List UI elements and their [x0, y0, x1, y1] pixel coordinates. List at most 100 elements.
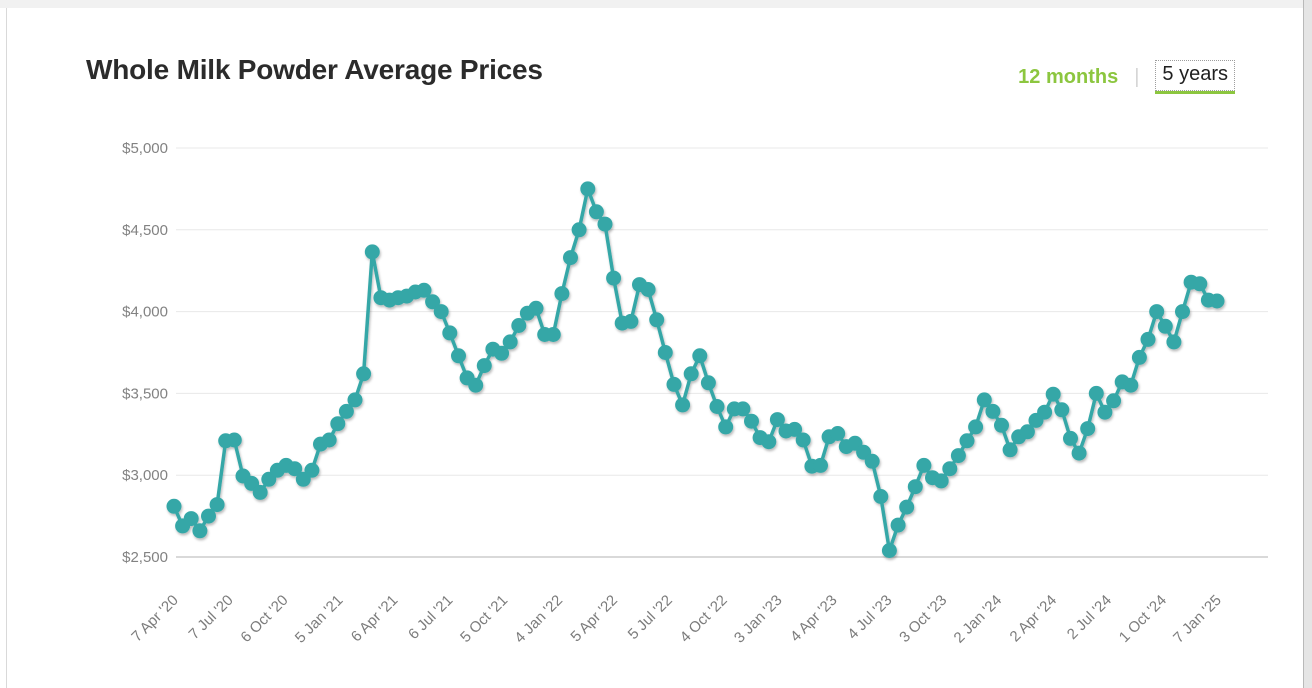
data-point[interactable] — [830, 426, 846, 441]
data-point[interactable] — [718, 419, 734, 435]
data-point[interactable] — [1063, 430, 1078, 446]
data-point[interactable] — [468, 377, 484, 393]
tab-5-years-underline[interactable]: 5 years — [1155, 60, 1235, 94]
data-point[interactable] — [666, 376, 682, 392]
data-point[interactable] — [192, 523, 208, 539]
data-point[interactable] — [511, 318, 527, 333]
data-point[interactable] — [942, 461, 958, 477]
data-point[interactable] — [1054, 402, 1070, 418]
x-axis-label: 3 Oct '23 — [896, 592, 950, 646]
data-point[interactable] — [1045, 386, 1061, 402]
data-point[interactable] — [1131, 349, 1147, 365]
data-point[interactable] — [976, 392, 992, 408]
data-point[interactable] — [683, 366, 699, 382]
x-axis-label: 3 Jan '23 — [731, 592, 786, 647]
x-axis-label: 4 Apr '23 — [787, 592, 841, 646]
data-point[interactable] — [330, 416, 346, 432]
page-title: Whole Milk Powder Average Prices — [86, 54, 543, 85]
price-series — [166, 181, 1225, 558]
data-point[interactable] — [985, 403, 1001, 419]
data-point[interactable] — [1019, 424, 1035, 440]
data-point[interactable] — [528, 300, 544, 316]
data-point[interactable] — [873, 489, 889, 504]
data-point[interactable] — [1140, 331, 1156, 347]
x-axis-label: 6 Oct '20 — [237, 592, 291, 646]
data-point[interactable] — [916, 457, 932, 473]
x-axis-label: 6 Jul '21 — [405, 592, 456, 643]
data-point[interactable] — [252, 484, 268, 500]
data-point[interactable] — [226, 432, 242, 448]
data-point[interactable] — [657, 345, 673, 360]
data-point[interactable] — [899, 499, 915, 515]
data-point[interactable] — [795, 432, 811, 448]
data-point[interactable] — [994, 417, 1009, 433]
data-point[interactable] — [209, 497, 225, 513]
data-point[interactable] — [1071, 445, 1087, 461]
data-point[interactable] — [364, 244, 380, 260]
data-point[interactable] — [502, 334, 518, 350]
data-point[interactable] — [338, 403, 354, 419]
data-point[interactable] — [597, 216, 613, 232]
data-point[interactable] — [1175, 304, 1190, 320]
data-point[interactable] — [890, 517, 906, 533]
data-point[interactable] — [442, 325, 458, 341]
data-point[interactable] — [571, 222, 587, 238]
data-point[interactable] — [813, 457, 828, 473]
data-point[interactable] — [1002, 442, 1018, 458]
data-point[interactable] — [700, 375, 716, 391]
data-point[interactable] — [545, 327, 561, 342]
data-point[interactable] — [968, 419, 984, 435]
data-point[interactable] — [649, 312, 665, 328]
data-point[interactable] — [580, 181, 596, 197]
data-point[interactable] — [1037, 404, 1053, 420]
data-point[interactable] — [881, 543, 897, 558]
data-point[interactable] — [304, 462, 320, 478]
data-point[interactable] — [425, 294, 441, 310]
data-point[interactable] — [761, 434, 777, 450]
data-point[interactable] — [787, 421, 803, 437]
data-point[interactable] — [606, 270, 622, 286]
data-point[interactable] — [950, 448, 966, 464]
tab-12-months[interactable]: 12 months — [1018, 65, 1119, 88]
data-point[interactable] — [735, 401, 751, 417]
data-point[interactable] — [864, 453, 880, 469]
data-point[interactable] — [321, 432, 337, 448]
data-point[interactable] — [1149, 304, 1165, 320]
data-point[interactable] — [1209, 293, 1225, 309]
data-point[interactable] — [640, 282, 656, 297]
data-point[interactable] — [554, 286, 570, 302]
data-point[interactable] — [476, 358, 492, 374]
data-point[interactable] — [356, 366, 372, 382]
data-point[interactable] — [1157, 318, 1173, 334]
data-point[interactable] — [675, 397, 691, 413]
data-point[interactable] — [1192, 276, 1208, 292]
data-point[interactable] — [769, 412, 785, 428]
data-point[interactable] — [1080, 421, 1096, 437]
data-point[interactable] — [347, 392, 363, 408]
data-point[interactable] — [692, 348, 708, 364]
data-point[interactable] — [1106, 393, 1122, 409]
data-point[interactable] — [166, 498, 182, 514]
data-point[interactable] — [709, 399, 725, 414]
x-axis-label: 7 Apr '20 — [128, 592, 182, 646]
data-point[interactable] — [451, 348, 466, 364]
x-axis-label: 1 Oct '24 — [1116, 592, 1170, 646]
tab-5-years[interactable]: 5 years — [1155, 60, 1235, 91]
data-point[interactable] — [494, 345, 510, 361]
data-point[interactable] — [933, 473, 949, 489]
data-point[interactable] — [623, 313, 639, 329]
data-point[interactable] — [183, 511, 199, 527]
data-point[interactable] — [287, 461, 303, 477]
data-point[interactable] — [1123, 377, 1139, 393]
data-point[interactable] — [201, 508, 216, 524]
data-point[interactable] — [433, 304, 449, 320]
data-point[interactable] — [1166, 334, 1182, 350]
data-point[interactable] — [959, 433, 975, 449]
data-point[interactable] — [1097, 404, 1113, 420]
data-point[interactable] — [416, 282, 432, 298]
data-point[interactable] — [1088, 385, 1104, 401]
data-point[interactable] — [563, 250, 578, 266]
data-point[interactable] — [907, 479, 923, 495]
data-point[interactable] — [744, 413, 759, 429]
data-point[interactable] — [588, 204, 604, 220]
